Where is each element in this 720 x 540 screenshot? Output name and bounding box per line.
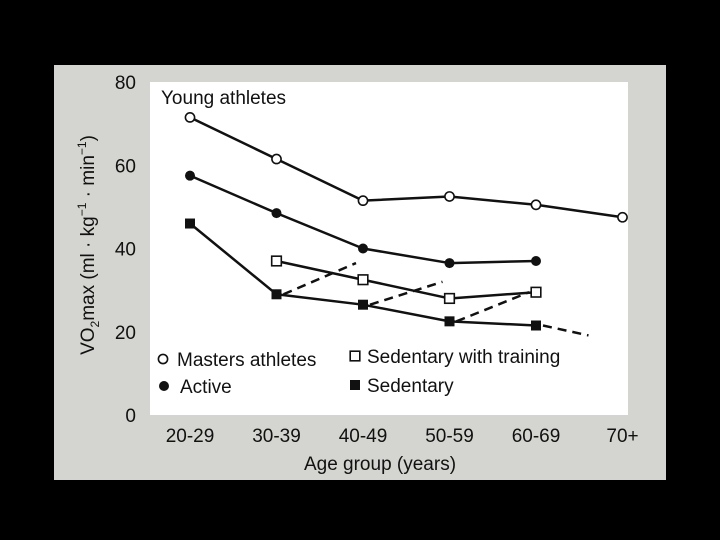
x-axis-label: Age group (years) — [304, 454, 456, 475]
sedentary-point — [444, 316, 455, 327]
legend-marker-sedentary-with-training — [349, 350, 361, 362]
sedentary-with-training-point — [530, 286, 542, 298]
y-axis-label: VO2max (ml · kg−1 · min−1) — [75, 135, 102, 355]
masters-athletes-point — [357, 195, 369, 207]
y-tick-label: 60 — [115, 156, 136, 177]
x-tick-label: 50-59 — [425, 426, 474, 447]
legend-label-sedentary-with-training: Sedentary with training — [367, 347, 560, 368]
active-point — [358, 243, 368, 254]
sedentary-with-training-point — [270, 255, 283, 267]
legend-label-active: Active — [180, 377, 232, 398]
legend: Masters athletes Sedentary with training A… — [154, 343, 592, 401]
figure-panel: 0 20 40 60 80 20-29 30-39 40-49 50-59 60-69 70+ Yo… — [54, 65, 666, 480]
sedentary-point — [531, 320, 541, 331]
training-link-dashed-line — [369, 280, 443, 306]
legend-marker-masters-athletes — [157, 353, 169, 365]
sedentary-point — [185, 218, 195, 229]
training-link-dashed-line — [283, 261, 357, 296]
legend-marker-active — [159, 381, 169, 391]
series-line-sedentary-with-training — [276, 259, 537, 300]
y-tick-label: 80 — [115, 73, 136, 94]
sedentary-with-training-point — [443, 292, 456, 305]
masters-athletes-point — [617, 211, 628, 223]
x-tick-label: 30-39 — [252, 426, 301, 447]
series-line-masters-athletes — [189, 116, 623, 219]
x-tick-label: 20-29 — [166, 426, 215, 447]
legend-box — [154, 343, 592, 401]
active-point — [531, 255, 541, 266]
sedentary-point — [358, 299, 368, 310]
masters-athletes-point — [271, 153, 282, 165]
legend-label-sedentary: Sedentary — [367, 376, 454, 397]
x-tick-label: 40-49 — [339, 426, 388, 447]
sedentary-with-training-point — [357, 274, 369, 286]
legend-label-masters-athletes: Masters athletes — [177, 350, 316, 371]
active-point — [185, 170, 195, 181]
masters-athletes-point — [530, 199, 542, 211]
vo2max-age-chart: 0 20 40 60 80 20-29 30-39 40-49 50-59 60-69 70+ Yo… — [75, 73, 639, 475]
sedentary-point — [271, 289, 282, 300]
young-athletes-annotation: Young athletes — [161, 88, 286, 109]
y-tick-label: 0 — [125, 406, 136, 427]
masters-athletes-point — [444, 191, 455, 202]
sedentary-70plus-dashed-line — [542, 324, 589, 337]
x-tick-label: 60-69 — [512, 426, 561, 447]
active-point — [271, 208, 282, 219]
masters-athletes-point — [184, 111, 196, 123]
active-point — [444, 258, 455, 269]
training-link-dashed-line — [456, 291, 530, 323]
legend-marker-sedentary — [350, 380, 360, 390]
y-tick-label: 40 — [115, 240, 136, 261]
y-tick-label: 20 — [115, 323, 136, 344]
x-tick-label: 70+ — [606, 426, 638, 447]
